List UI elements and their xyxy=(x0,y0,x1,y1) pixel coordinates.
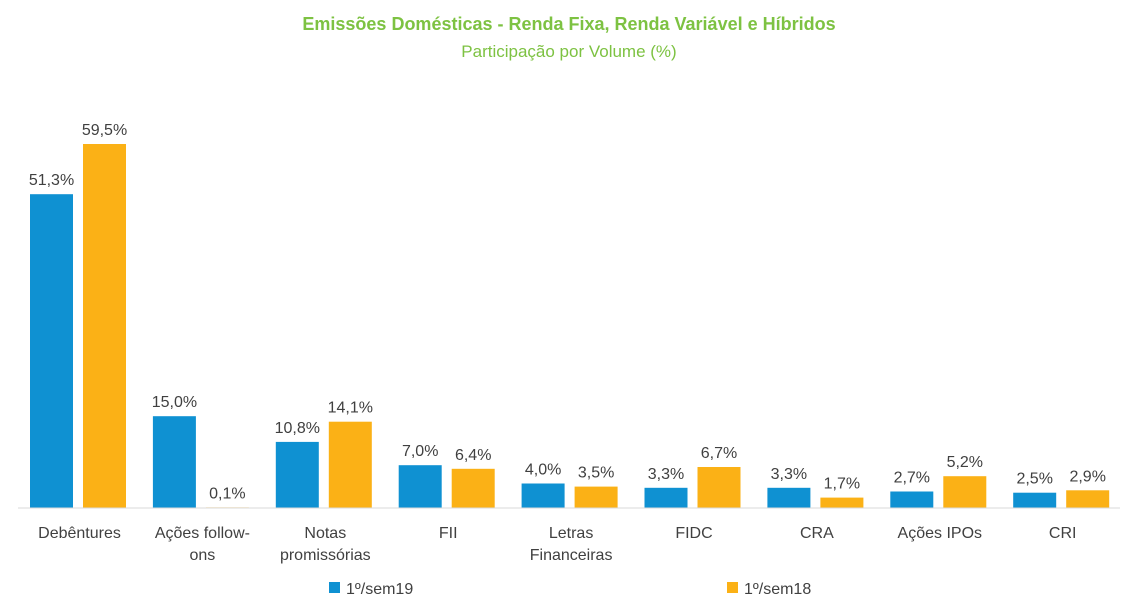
category-label-line: Letras xyxy=(549,525,593,542)
bar-1-3 xyxy=(275,441,319,508)
data-label-1-6: 3,3% xyxy=(648,466,684,483)
category-label-7: CRA xyxy=(800,525,834,542)
bar-1-6 xyxy=(644,487,688,508)
category-label-line: Ações follow- xyxy=(155,525,250,542)
category-label-3: Notas promissórias xyxy=(280,525,371,564)
bar-1-9 xyxy=(1013,492,1057,508)
bar-1-2 xyxy=(152,416,196,508)
bar-2-5 xyxy=(574,486,618,508)
bar-2-4 xyxy=(451,468,495,508)
data-label-2-9: 2,9% xyxy=(1069,468,1105,485)
category-label-line: CRI xyxy=(1049,525,1077,542)
data-label-2-5: 3,5% xyxy=(578,465,614,482)
category-label-6: FIDC xyxy=(675,525,712,542)
category-label-2: Ações follow-ons xyxy=(155,525,250,564)
bar-1-1 xyxy=(30,194,73,508)
category-labels-group: Debêntures Ações follow-ons Notas promissór… xyxy=(38,525,1076,564)
data-labels-group: 51,3% 59,5% 15,0% 0,1% 10,8% 14,1% 7,0% 6,4% 4,0… xyxy=(29,122,1106,502)
bars-group xyxy=(30,144,1110,508)
data-label-1-1: 51,3% xyxy=(29,172,74,189)
data-label-2-8: 5,2% xyxy=(947,454,983,471)
bar-2-6 xyxy=(697,467,741,508)
data-label-2-1: 59,5% xyxy=(82,122,127,139)
data-label-1-7: 3,3% xyxy=(771,466,807,483)
category-label-1: Debêntures xyxy=(38,525,121,542)
data-label-2-4: 6,4% xyxy=(455,447,491,464)
category-label-line: FIDC xyxy=(675,525,712,542)
data-label-1-3: 10,8% xyxy=(275,420,320,437)
category-label-line: Notas xyxy=(304,525,346,542)
bar-1-5 xyxy=(521,483,565,508)
category-label-line: ons xyxy=(190,547,216,564)
legend: 1º/sem19 1º/sem18 xyxy=(329,581,811,598)
bar-1-8 xyxy=(890,491,934,508)
data-label-2-2: 0,1% xyxy=(209,485,245,502)
data-label-1-9: 2,5% xyxy=(1016,471,1052,488)
data-label-1-2: 15,0% xyxy=(152,394,197,411)
category-label-line: Debêntures xyxy=(38,525,121,542)
bar-1-7 xyxy=(767,487,811,508)
bar-1-4 xyxy=(398,465,442,508)
data-label-2-3: 14,1% xyxy=(328,400,373,417)
category-label-line: CRA xyxy=(800,525,834,542)
category-label-line: Ações IPOs xyxy=(898,525,982,542)
data-label-2-7: 1,7% xyxy=(824,476,860,493)
data-label-2-6: 6,7% xyxy=(701,445,737,462)
bar-2-1 xyxy=(83,144,126,508)
legend-swatch-series-2 xyxy=(727,582,738,593)
chart-title: Emissões Domésticas - Renda Fixa, Renda … xyxy=(302,14,835,34)
category-label-line: Financeiras xyxy=(530,547,613,564)
bar-2-3 xyxy=(328,421,372,508)
legend-label-series-1: 1º/sem19 xyxy=(346,581,413,598)
category-label-line: promissórias xyxy=(280,547,371,564)
category-label-9: CRI xyxy=(1049,525,1077,542)
data-label-1-5: 4,0% xyxy=(525,462,561,479)
bar-2-8 xyxy=(943,476,987,508)
bar-2-7 xyxy=(820,497,864,508)
data-label-1-4: 7,0% xyxy=(402,443,438,460)
category-label-line: FII xyxy=(439,525,458,542)
bar-2-9 xyxy=(1066,490,1110,508)
data-label-1-8: 2,7% xyxy=(894,470,930,487)
legend-swatch-series-1 xyxy=(329,582,340,593)
legend-label-series-2: 1º/sem18 xyxy=(744,581,811,598)
category-label-5: Letras Financeiras xyxy=(530,525,613,564)
category-label-8: Ações IPOs xyxy=(898,525,982,542)
category-label-4: FII xyxy=(439,525,458,542)
chart-subtitle: Participação por Volume (%) xyxy=(461,42,676,61)
